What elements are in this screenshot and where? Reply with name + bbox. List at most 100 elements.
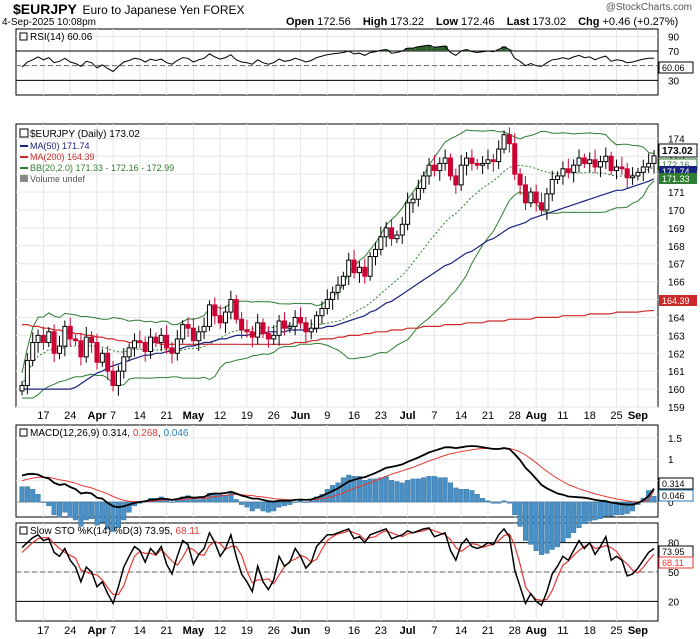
macd-legend: MACD(12,26,9) 0.314, 0.268, 0.046 <box>19 428 189 439</box>
macd-hist-bar <box>335 482 341 503</box>
candle-body <box>394 234 400 240</box>
macd-legend-value: 0.314 <box>102 428 127 439</box>
ma50-line <box>22 178 655 390</box>
macd-hist-bar <box>298 500 304 503</box>
macd-hist-bar <box>544 501 550 554</box>
rsi-overbought-fill <box>431 47 438 51</box>
macd-hist-bar <box>485 500 491 503</box>
sto-k-line <box>21 527 655 607</box>
candle-body <box>496 148 502 163</box>
candle-body <box>51 331 57 354</box>
rsi-overbought-fill <box>415 46 422 51</box>
candle-body <box>474 162 480 166</box>
rsi-overbought-fill <box>442 45 448 51</box>
price-swatch <box>19 128 29 138</box>
macd-hist-bar <box>576 501 582 528</box>
macd-hist-bar <box>78 501 84 527</box>
macd-hist-bar <box>421 477 427 503</box>
macd-hist-bar <box>255 501 261 509</box>
macd-hist-bar <box>458 488 464 503</box>
x-tick-label: 14 <box>134 410 146 422</box>
price-y-tick: 166 <box>668 278 685 289</box>
candle-body <box>260 322 266 335</box>
chart-marks <box>16 44 658 607</box>
candle-body <box>180 324 186 340</box>
rsi-overbought-fill <box>463 49 470 51</box>
candle-body <box>426 164 432 177</box>
price-y-tick: 169 <box>668 224 685 235</box>
candle-body <box>223 311 229 324</box>
price-y-tick: 173 <box>668 152 685 163</box>
macd-hist-bar <box>292 501 298 503</box>
macd-hist-bar <box>592 501 598 521</box>
x-tick-label: 21 <box>160 625 172 637</box>
macd-hist-bar <box>233 499 239 503</box>
macd-hist-bar <box>603 501 609 517</box>
x-tick-label: 7 <box>431 625 437 637</box>
badge-rsi: 60.06 <box>662 63 685 73</box>
macd-hist-bar <box>528 501 534 545</box>
macd-hist-bar <box>83 501 89 521</box>
chart-header: $EURJPY Euro to Japanese Yen FOREX 4-Sep… <box>0 0 700 30</box>
macd-hist-bar <box>506 501 512 504</box>
candle-body <box>265 333 271 340</box>
rsi-overbought-fill <box>437 46 443 51</box>
candle-body <box>196 331 202 342</box>
x-tick-label: 18 <box>584 625 596 637</box>
candle-body <box>571 164 577 173</box>
candle-body <box>67 325 73 340</box>
value-badges: 173.02 172.16 171.74 171.33 164.39 60.06… <box>658 61 698 569</box>
x-tick-label: Aug <box>525 625 546 637</box>
rsi-line <box>21 44 654 73</box>
macd-legend-signal: 0.268 <box>133 428 158 439</box>
macd-hist-bar <box>410 478 416 503</box>
x-tick-label: Aug <box>525 410 546 422</box>
candle-body <box>351 259 357 274</box>
candle-body <box>40 334 46 344</box>
volume-swatch <box>20 175 28 182</box>
x-tick-label: 16 <box>348 625 360 637</box>
badge-ma200-bg <box>659 295 697 306</box>
candle-body <box>314 315 320 329</box>
badge-last: 173.02 <box>662 146 693 157</box>
candle-body <box>651 155 657 164</box>
macd-hist-bar <box>415 478 421 503</box>
macd-hist-bar <box>94 501 100 526</box>
macd-swatch <box>19 428 28 437</box>
macd-hist-bar <box>362 480 368 503</box>
rsi-overbought-fill <box>501 46 507 51</box>
candle-body <box>539 202 545 211</box>
macd-hist-bar <box>512 501 518 516</box>
rsi-overbought-fill <box>495 49 502 51</box>
candle-body <box>389 227 395 240</box>
candle-body <box>303 322 309 333</box>
candle-body <box>121 356 127 372</box>
low-value: 172.46 <box>461 16 495 28</box>
macd-hist-bar <box>244 501 250 508</box>
macd-y-tick: 1 <box>668 455 674 466</box>
macd-hist-bar <box>447 482 453 503</box>
price-y-tick: 168 <box>668 242 685 253</box>
badge-macd: 0.314 <box>662 479 685 489</box>
x-tick-label: 19 <box>241 410 253 422</box>
macd-hist-bar <box>442 477 448 503</box>
macd-hist-bar <box>46 501 52 507</box>
candle-body <box>73 338 79 342</box>
rsi-y-tick: 70 <box>668 47 680 58</box>
x-tick-label: 21 <box>160 410 172 422</box>
rsi-overbought-fill <box>410 48 416 51</box>
price-y-tick: 171 <box>668 188 685 199</box>
candle-body <box>442 157 448 164</box>
candle-body <box>453 175 459 186</box>
candle-body <box>469 157 475 164</box>
x-tick-label: May <box>183 625 205 637</box>
x-tick-label: May <box>183 410 205 422</box>
x-tick-label: 14 <box>455 410 467 422</box>
macd-hist-bar <box>324 488 330 503</box>
macd-hist-bar <box>67 501 73 518</box>
rsi-y-tick: 90 <box>668 32 680 43</box>
symbol-description: Euro to Japanese Yen FOREX <box>82 3 245 17</box>
watermark: @StockCharts.com <box>605 2 692 13</box>
candle-body <box>255 322 261 338</box>
x-tick-label: 26 <box>268 625 280 637</box>
